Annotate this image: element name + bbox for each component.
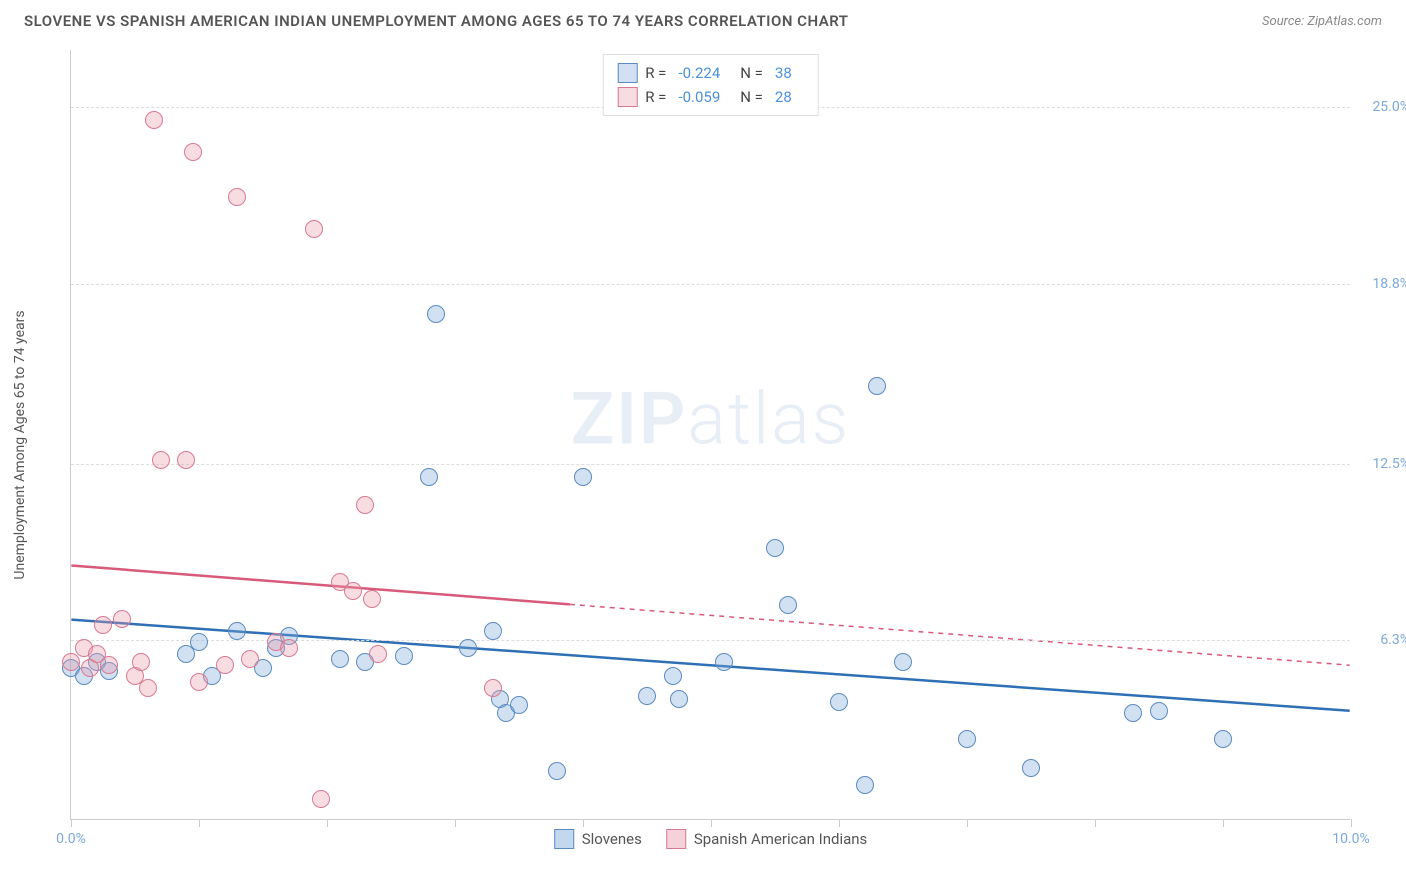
scatter-point: [484, 622, 502, 640]
legend-swatch-slovenes: [554, 829, 574, 849]
scatter-point: [100, 656, 118, 674]
scatter-point: [868, 377, 886, 395]
scatter-point: [1124, 704, 1142, 722]
x-tick: [967, 819, 968, 827]
scatter-point: [152, 451, 170, 469]
x-tick: [711, 819, 712, 827]
scatter-point: [766, 539, 784, 557]
stats-row-2: R = -0.059 N = 28: [617, 85, 804, 109]
scatter-point: [427, 305, 445, 323]
chart-header: SLOVENE VS SPANISH AMERICAN INDIAN UNEMP…: [0, 0, 1406, 38]
x-tick: [1351, 819, 1352, 827]
y-tick-label: 18.8%: [1372, 276, 1406, 292]
scatter-point: [305, 220, 323, 238]
scatter-point: [94, 616, 112, 634]
r-value-1: -0.224: [674, 64, 732, 82]
stats-row-1: R = -0.224 N = 38: [617, 61, 804, 85]
y-tick-label: 12.5%: [1372, 456, 1406, 472]
legend-item-slovenes: Slovenes: [554, 829, 642, 849]
scatter-point: [638, 687, 656, 705]
scatter-point: [395, 647, 413, 665]
scatter-point: [894, 653, 912, 671]
scatter-point: [113, 610, 131, 628]
scatter-point: [145, 111, 163, 129]
watermark-atlas: atlas: [687, 377, 850, 462]
r-label: R =: [645, 64, 666, 82]
scatter-point: [228, 622, 246, 640]
swatch-slovenes: [617, 63, 637, 83]
scatter-point: [228, 188, 246, 206]
scatter-point: [280, 639, 298, 657]
x-tick: [327, 819, 328, 827]
x-tick: [71, 819, 72, 827]
r-label-2: R =: [645, 88, 666, 106]
scatter-point: [62, 653, 80, 671]
x-tick: [455, 819, 456, 827]
scatter-point: [715, 653, 733, 671]
gridline: [71, 284, 1350, 285]
scatter-point: [1214, 730, 1232, 748]
swatch-spanish: [617, 87, 637, 107]
scatter-point: [369, 645, 387, 663]
scatter-point: [958, 730, 976, 748]
scatter-point: [177, 451, 195, 469]
gridline: [71, 640, 1350, 641]
scatter-point: [344, 582, 362, 600]
trend-line-dashed: [570, 604, 1350, 665]
scatter-point: [420, 468, 438, 486]
x-tick: [839, 819, 840, 827]
r-value-2: -0.059: [674, 88, 732, 106]
legend-label-slovenes: Slovenes: [582, 830, 642, 848]
scatter-point: [356, 496, 374, 514]
x-tick: [583, 819, 584, 827]
watermark-zip: ZIP: [571, 377, 687, 462]
chart-source: Source: ZipAtlas.com: [1262, 14, 1382, 29]
series-legend: Slovenes Spanish American Indians: [554, 829, 868, 849]
scatter-point: [139, 679, 157, 697]
n-value-1: 38: [771, 64, 804, 82]
scatter-point: [779, 596, 797, 614]
scatter-point: [190, 633, 208, 651]
scatter-point: [184, 143, 202, 161]
scatter-point: [1150, 702, 1168, 720]
scatter-point: [132, 653, 150, 671]
scatter-point: [856, 776, 874, 794]
trend-line-solid: [71, 566, 570, 605]
scatter-point: [363, 590, 381, 608]
scatter-point: [830, 693, 848, 711]
x-tick: [1095, 819, 1096, 827]
scatter-point: [459, 639, 477, 657]
scatter-point: [670, 690, 688, 708]
scatter-point: [510, 696, 528, 714]
chart-container: Unemployment Among Ages 65 to 74 years Z…: [50, 50, 1350, 840]
scatter-point: [1022, 759, 1040, 777]
scatter-point: [190, 673, 208, 691]
n-label: N =: [740, 64, 763, 82]
legend-swatch-spanish: [666, 829, 686, 849]
scatter-point: [574, 468, 592, 486]
scatter-point: [241, 650, 259, 668]
n-value-2: 28: [771, 88, 804, 106]
scatter-point: [312, 790, 330, 808]
x-tick: [1223, 819, 1224, 827]
legend-label-spanish: Spanish American Indians: [694, 830, 867, 848]
y-axis-label: Unemployment Among Ages 65 to 74 years: [12, 310, 28, 579]
scatter-point: [216, 656, 234, 674]
legend-item-spanish: Spanish American Indians: [666, 829, 867, 849]
watermark: ZIPatlas: [571, 377, 851, 462]
scatter-point: [331, 650, 349, 668]
scatter-point: [548, 762, 566, 780]
plot-area: ZIPatlas R = -0.224 N = 38 R = -0.059 N …: [70, 50, 1350, 820]
n-label-2: N =: [740, 88, 763, 106]
scatter-point: [664, 667, 682, 685]
x-tick-label: 0.0%: [56, 831, 86, 847]
chart-title: SLOVENE VS SPANISH AMERICAN INDIAN UNEMP…: [24, 12, 849, 30]
scatter-point: [484, 679, 502, 697]
stats-legend: R = -0.224 N = 38 R = -0.059 N = 28: [602, 54, 819, 116]
x-tick-label: 10.0%: [1332, 831, 1370, 847]
y-tick-label: 6.3%: [1380, 632, 1406, 648]
y-tick-label: 25.0%: [1372, 99, 1406, 115]
gridline: [71, 464, 1350, 465]
x-tick: [199, 819, 200, 827]
